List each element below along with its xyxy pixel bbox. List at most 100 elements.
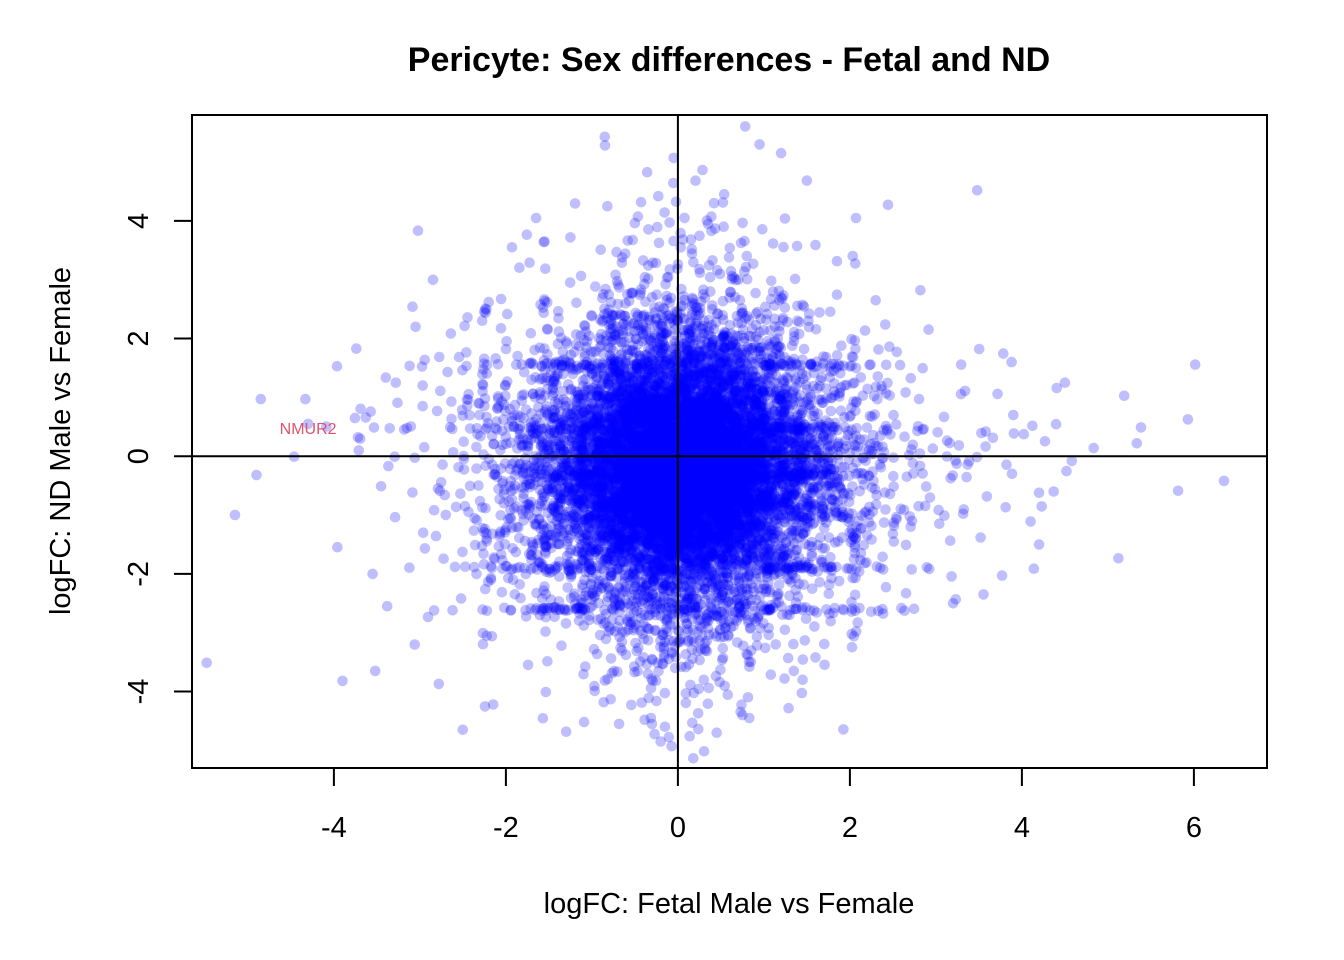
data-point	[693, 437, 704, 449]
data-point	[624, 489, 635, 500]
data-point	[691, 421, 702, 432]
data-point	[630, 452, 641, 463]
data-point	[674, 502, 685, 514]
data-point	[683, 575, 694, 587]
data-point	[835, 446, 846, 458]
data-point	[477, 522, 489, 534]
data-point	[702, 489, 714, 501]
data-point	[716, 478, 727, 489]
data-point	[739, 553, 750, 564]
data-point	[698, 344, 710, 356]
data-point	[629, 390, 640, 402]
data-point	[900, 387, 911, 398]
data-point	[710, 412, 722, 423]
data-point	[630, 487, 642, 499]
data-point	[597, 445, 608, 456]
data-point	[683, 440, 695, 452]
data-point	[604, 399, 615, 410]
data-point	[638, 549, 649, 560]
data-point	[681, 396, 693, 407]
data-point	[568, 440, 580, 451]
data-point	[570, 476, 581, 488]
data-point	[739, 121, 751, 132]
data-point	[684, 328, 696, 340]
data-point	[625, 366, 637, 378]
data-point	[627, 454, 638, 466]
data-point	[807, 487, 818, 499]
data-point	[595, 469, 607, 481]
data-point	[681, 406, 693, 418]
data-point	[692, 460, 704, 472]
data-point	[584, 566, 595, 578]
data-point	[624, 539, 635, 551]
data-point	[900, 588, 912, 599]
data-point	[597, 458, 608, 470]
data-point	[592, 409, 604, 420]
data-point	[611, 572, 623, 583]
data-point	[705, 546, 717, 557]
data-point	[404, 562, 415, 573]
data-point	[679, 484, 690, 495]
data-point	[975, 532, 986, 543]
data-point	[661, 433, 673, 445]
data-point	[551, 562, 563, 573]
data-point	[691, 316, 703, 328]
data-point	[716, 423, 728, 435]
data-point	[656, 509, 667, 520]
data-point	[621, 436, 633, 448]
data-point	[717, 381, 729, 393]
data-point	[631, 523, 643, 535]
data-point	[771, 472, 783, 484]
data-point	[652, 466, 663, 477]
data-point	[666, 446, 678, 457]
data-point	[530, 212, 542, 224]
data-point	[690, 436, 701, 447]
data-point	[649, 471, 661, 482]
data-point	[401, 422, 413, 434]
data-point	[654, 355, 665, 367]
data-point	[739, 433, 750, 444]
data-point	[748, 491, 760, 503]
data-point	[654, 424, 666, 435]
data-point	[464, 423, 476, 434]
data-point	[605, 570, 617, 582]
data-point	[708, 458, 719, 469]
data-point	[632, 458, 644, 470]
data-point	[637, 459, 648, 471]
data-point	[629, 487, 641, 499]
data-point	[791, 455, 802, 466]
data-point	[708, 413, 720, 424]
data-point	[822, 481, 833, 492]
data-point	[677, 383, 688, 394]
data-point	[641, 439, 653, 451]
data-point	[743, 314, 755, 326]
data-point	[828, 464, 840, 476]
data-point	[659, 207, 670, 218]
data-point	[635, 473, 647, 485]
data-point	[747, 536, 758, 548]
data-point	[752, 519, 763, 531]
data-point	[621, 400, 632, 412]
data-point	[750, 527, 761, 539]
data-point	[715, 553, 727, 565]
data-point	[721, 403, 733, 415]
data-point	[751, 445, 762, 456]
data-point	[630, 435, 642, 447]
data-point	[1006, 468, 1018, 480]
data-point	[695, 440, 707, 452]
data-point	[623, 556, 634, 567]
data-point	[555, 512, 566, 524]
data-point	[710, 500, 722, 511]
data-point	[718, 427, 729, 439]
data-point	[605, 516, 617, 528]
data-point	[696, 551, 707, 563]
data-point	[661, 461, 673, 473]
data-point	[660, 445, 671, 457]
data-point	[708, 541, 719, 552]
data-point	[880, 359, 892, 371]
data-point	[599, 303, 610, 315]
data-point	[701, 475, 712, 487]
data-point	[553, 472, 564, 484]
data-point	[445, 328, 457, 339]
data-point	[742, 491, 753, 502]
